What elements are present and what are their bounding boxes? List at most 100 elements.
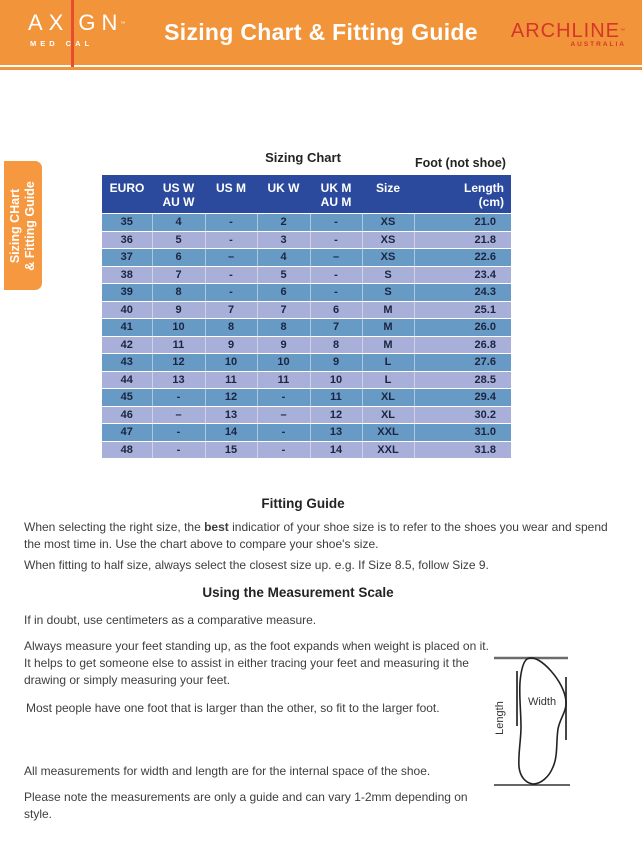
side-tab-line1: Sizing CHart — [8, 188, 23, 263]
table-cell: 8 — [204, 318, 257, 337]
table-cell: M — [361, 301, 414, 319]
measurement-paragraph-5: Please note the measurements are only a … — [24, 790, 468, 821]
table-cell: 9 — [309, 353, 362, 372]
table-row: 42 11 9 9 8 M 26.8 — [102, 336, 511, 354]
table-row: 48-15-14 XXL 31.8 — [102, 441, 511, 459]
axign-red-line-icon — [71, 0, 74, 68]
table-cell: - — [256, 441, 310, 459]
table-cell: 7 — [256, 301, 310, 319]
table-cell: 13 — [151, 371, 205, 389]
axign-name-pre: AX — [28, 10, 70, 35]
table-cell: 36 — [102, 231, 152, 249]
side-tab-sizing-chart: Sizing CHart & Fitting Guide — [4, 161, 42, 290]
table-cell: XS — [361, 248, 414, 267]
table-row: 46–13–12 XL 30.2 — [102, 406, 511, 424]
fitting-guide-paragraph-1: When selecting the right size, the best … — [24, 519, 612, 553]
table-cell: XL — [361, 388, 414, 407]
table-cell: 15 — [204, 441, 257, 459]
table-cell: - — [204, 283, 257, 302]
archline-logo: ARCHLINE™ AUSTRALIA — [511, 21, 626, 48]
table-cell: 7 — [151, 266, 205, 284]
table-cell: 26.8 — [413, 336, 511, 354]
table-cell: 9 — [256, 336, 310, 354]
table-cell: XS — [361, 213, 414, 232]
table-cell: 14 — [204, 423, 257, 442]
table-cell: 11 — [204, 371, 257, 389]
table-cell: 48 — [102, 441, 152, 459]
table-cell: 9 — [204, 336, 257, 354]
table-cell: - — [256, 388, 310, 407]
table-cell: 9 — [151, 301, 205, 319]
table-row: 40 9 7 7 6 M 25.1 — [102, 301, 511, 319]
table-cell: - — [256, 423, 310, 442]
table-cell: 7 — [309, 318, 362, 337]
table-cell: 11 — [151, 336, 205, 354]
column-header: US M — [205, 175, 257, 214]
side-tab-label: Sizing CHart & Fitting Guide — [8, 181, 38, 271]
table-cell: 5 — [151, 231, 205, 249]
table-cell: - — [204, 266, 257, 284]
table-cell: 10 — [151, 318, 205, 337]
table-cell: 8 — [151, 283, 205, 302]
table-cell: 42 — [102, 336, 152, 354]
table-cell: - — [309, 231, 362, 249]
table-cell: 6 — [309, 301, 362, 319]
archline-wordmark: ARCHLINE — [510, 20, 620, 42]
axign-sub-pre: MED — [30, 39, 59, 48]
table-cell: 35 — [102, 213, 152, 232]
table-cell: 7 — [204, 301, 257, 319]
table-cell: 11 — [256, 371, 310, 389]
table-cell: 12 — [309, 406, 362, 424]
column-header: Length (cm) — [414, 175, 511, 214]
header-banner: AX GN ™ MED CAL Sizing Chart & Fitting G… — [0, 0, 642, 68]
table-cell: - — [151, 441, 205, 459]
table-cell: 12 — [204, 388, 257, 407]
table-cell: 21.0 — [413, 213, 511, 232]
axign-sub-post: CAL — [65, 39, 94, 48]
table-cell: 4 — [151, 213, 205, 232]
table-cell: 22.6 — [413, 248, 511, 267]
axign-name-post: GN — [78, 10, 124, 35]
table-cell: 44 — [102, 371, 152, 389]
archline-subtitle: AUSTRALIA — [570, 41, 626, 48]
table-cell: 39 — [102, 283, 152, 302]
measurement-paragraph-4: All measurements for width and length ar… — [24, 764, 431, 778]
axign-medical-subtitle: MED CAL — [30, 39, 125, 48]
column-header: Size — [362, 175, 414, 214]
table-cell: 2 — [256, 213, 310, 232]
table-row: 44 13 11 11 10 L 28.5 — [102, 371, 511, 389]
table-cell: - — [309, 213, 362, 232]
table-cell: 23.4 — [413, 266, 511, 284]
table-cell: 13 — [309, 423, 362, 442]
measurement-scale-heading: Using the Measurement Scale — [202, 585, 394, 600]
table-cell: 47 — [102, 423, 152, 442]
measurement-paragraph-3: Most people have one foot that is larger… — [26, 701, 440, 715]
table-cell: 5 — [256, 266, 310, 284]
table-cell: – — [151, 406, 205, 424]
axign-trademark: ™ — [120, 21, 126, 27]
table-row: 38 7-5- S 23.4 — [102, 266, 511, 284]
table-cell: XS — [361, 231, 414, 249]
table-cell: S — [361, 283, 414, 302]
table-cell: 14 — [309, 441, 362, 459]
measurement-paragraph-2: Always measure your feet standing up, as… — [24, 639, 489, 687]
table-row: 35 4-2- XS 21.0 — [102, 213, 511, 232]
fitting-guide-heading: Fitting Guide — [261, 496, 345, 511]
table-cell: M — [361, 318, 414, 337]
table-cell: 41 — [102, 318, 152, 337]
table-cell: 45 — [102, 388, 152, 407]
table-cell: 43 — [102, 353, 152, 372]
table-cell: 30.2 — [413, 406, 511, 424]
table-cell: 12 — [151, 353, 205, 372]
table-cell: XL — [361, 406, 414, 424]
length-label: Length — [494, 701, 506, 735]
side-tab-line2: & Fitting Guide — [23, 180, 38, 271]
table-cell: – — [256, 406, 310, 424]
table-cell: 8 — [309, 336, 362, 354]
table-cell: 21.8 — [413, 231, 511, 249]
table-row: 43 12 10 10 9 L 27.6 — [102, 353, 511, 372]
table-cell: 25.1 — [413, 301, 511, 319]
table-cell: L — [361, 353, 414, 372]
table-cell: - — [151, 423, 205, 442]
